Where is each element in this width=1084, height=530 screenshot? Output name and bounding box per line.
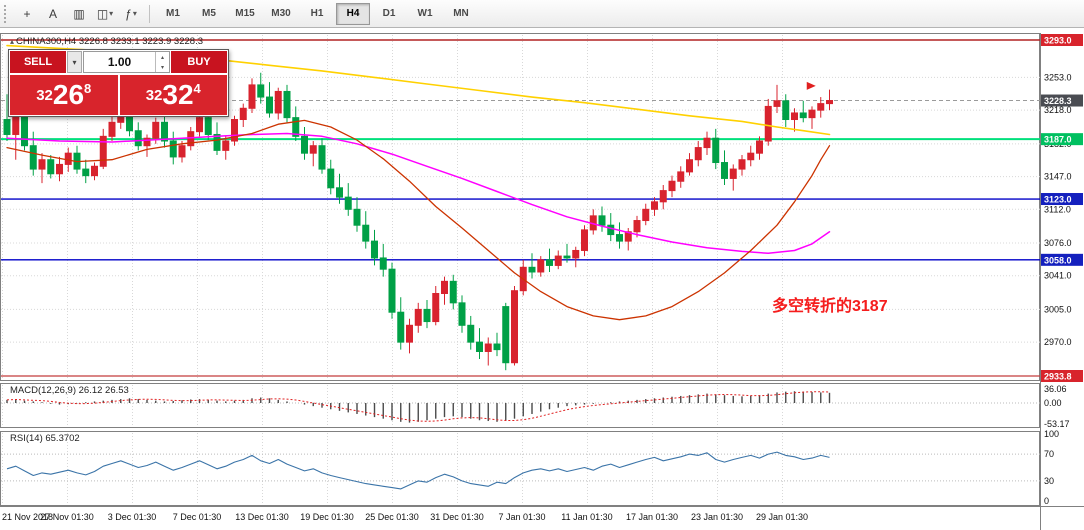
ma-medium-line [6, 132, 831, 255]
svg-text:7 Dec 01:30: 7 Dec 01:30 [173, 512, 222, 522]
svg-text:3123.0: 3123.0 [1044, 195, 1072, 205]
sell-arrow-marker [806, 81, 816, 90]
svg-text:25 Dec 01:30: 25 Dec 01:30 [365, 512, 419, 522]
trade-panel-prices: 32 26 8 32 32 4 [9, 74, 228, 116]
svg-text:3218.0: 3218.0 [1044, 105, 1072, 115]
caret-down-icon: ▾ [109, 9, 114, 18]
svg-text:21 Nov 2018: 21 Nov 2018 [2, 512, 53, 522]
toolbar-icons: + A ▥ ◫ ▾ ƒ ▾ [14, 3, 144, 25]
symbol-icon: ▴ [10, 37, 15, 46]
chart-template-icon[interactable]: ◫ ▾ [96, 6, 114, 21]
indicators-menu-icon[interactable]: ƒ ▾ [125, 6, 137, 21]
svg-text:-53.17: -53.17 [1044, 419, 1070, 429]
candlestick-series [3, 72, 833, 371]
macd-indicator-label: MACD(12,26,9) 26.12 26.53 [10, 385, 129, 396]
macd-signal-line [6, 391, 830, 422]
rsi-line [6, 451, 830, 490]
timeframe-m30[interactable]: M30 [271, 8, 291, 19]
candlestick-chart-icon[interactable]: ▥ [73, 6, 85, 21]
svg-text:17 Jan 01:30: 17 Jan 01:30 [626, 512, 678, 522]
svg-text:29 Jan 01:30: 29 Jan 01:30 [756, 512, 808, 522]
chart-annotation: 多空转折的3187 [772, 298, 888, 315]
timeframe-h4[interactable]: H4 [336, 2, 370, 25]
svg-text:27 Nov 01:30: 27 Nov 01:30 [40, 512, 94, 522]
stepper-down-icon: ▾ [160, 64, 164, 71]
timeframe-h1[interactable]: H1 [310, 8, 324, 19]
ma-fast-line [6, 119, 831, 321]
svg-text:23 Jan 01:30: 23 Jan 01:30 [691, 512, 743, 522]
svg-text:70: 70 [1044, 449, 1054, 459]
chart-symbol-title: ▴ CHINA300,H4 3226.8 3233.1 3223.9 3228.3 [10, 36, 203, 47]
svg-text:100: 100 [1044, 429, 1059, 439]
svg-text:3041.0: 3041.0 [1044, 271, 1072, 281]
toolbar-grip[interactable] [4, 4, 10, 23]
svg-text:19 Dec 01:30: 19 Dec 01:30 [300, 512, 354, 522]
volume-dropdown[interactable]: ▾ [67, 51, 82, 73]
volume-input[interactable]: 1.00 ▴ ▾ [83, 51, 170, 73]
svg-text:11 Jan 01:30: 11 Jan 01:30 [561, 512, 612, 522]
price-axis[interactable]: 3253.03218.03182.03147.03112.03076.03041… [1041, 34, 1083, 506]
timeframe-m15[interactable]: M15 [235, 8, 255, 19]
svg-text:0.00: 0.00 [1044, 398, 1062, 408]
panel-frames [0, 33, 1084, 530]
stepper-up-icon: ▴ [160, 54, 164, 61]
svg-text:0: 0 [1044, 496, 1049, 506]
timeframe-d1[interactable]: D1 [382, 8, 396, 19]
svg-text:3187.0: 3187.0 [1044, 135, 1072, 145]
caret-down-icon: ▾ [72, 57, 77, 67]
svg-text:31 Dec 01:30: 31 Dec 01:30 [430, 512, 484, 522]
volume-value: 1.00 [107, 55, 132, 69]
volume-stepper[interactable]: ▴ ▾ [155, 52, 169, 72]
buy-button[interactable]: BUY [171, 51, 227, 73]
svg-text:3 Dec 01:30: 3 Dec 01:30 [108, 512, 157, 522]
timeframe-w1[interactable]: W1 [417, 8, 433, 19]
svg-text:2970.0: 2970.0 [1044, 337, 1072, 347]
svg-text:13 Dec 01:30: 13 Dec 01:30 [235, 512, 289, 522]
svg-text:3228.3: 3228.3 [1044, 96, 1072, 106]
svg-text:2933.8: 2933.8 [1044, 372, 1072, 382]
svg-text:36.06: 36.06 [1044, 384, 1067, 394]
toolbar-separator [149, 4, 150, 23]
cursor-icon[interactable]: + [23, 6, 31, 21]
timeframe-buttons: M1 M5 M15 M30 H1 H4 D1 W1 MN [155, 2, 479, 25]
one-click-trading-panel: SELL ▾ 1.00 ▴ ▾ BUY 32 26 8 32 32 4 [8, 49, 229, 117]
buy-price-display[interactable]: 32 32 4 [119, 75, 227, 115]
timeframe-m1[interactable]: M1 [166, 8, 180, 19]
svg-text:30: 30 [1044, 476, 1054, 486]
svg-text:3293.0: 3293.0 [1044, 36, 1072, 46]
rsi-indicator-label: RSI(14) 65.3702 [10, 433, 80, 444]
sell-button[interactable]: SELL [10, 51, 66, 73]
symbol-info-text: CHINA300,H4 3226.8 3233.1 3223.9 3228.3 [16, 36, 203, 47]
trade-panel-controls: SELL ▾ 1.00 ▴ ▾ BUY [9, 50, 228, 74]
text-annotation-icon[interactable]: A [48, 6, 57, 21]
svg-text:7 Jan 01:30: 7 Jan 01:30 [498, 512, 545, 522]
svg-text:3253.0: 3253.0 [1044, 72, 1072, 82]
timeframe-m5[interactable]: M5 [202, 8, 216, 19]
caret-down-icon: ▾ [132, 9, 137, 18]
top-toolbar: + A ▥ ◫ ▾ ƒ ▾ M1 M5 M15 M30 H1 H4 D1 W1 MN [0, 0, 1084, 28]
svg-text:3112.0: 3112.0 [1044, 204, 1071, 214]
svg-text:3076.0: 3076.0 [1044, 238, 1072, 248]
svg-text:3058.0: 3058.0 [1044, 255, 1072, 265]
svg-text:3005.0: 3005.0 [1044, 304, 1072, 314]
timeframe-mn[interactable]: MN [453, 8, 469, 19]
sell-price-display[interactable]: 32 26 8 [10, 75, 118, 115]
macd-histogram [6, 391, 831, 423]
svg-text:3147.0: 3147.0 [1044, 172, 1072, 182]
